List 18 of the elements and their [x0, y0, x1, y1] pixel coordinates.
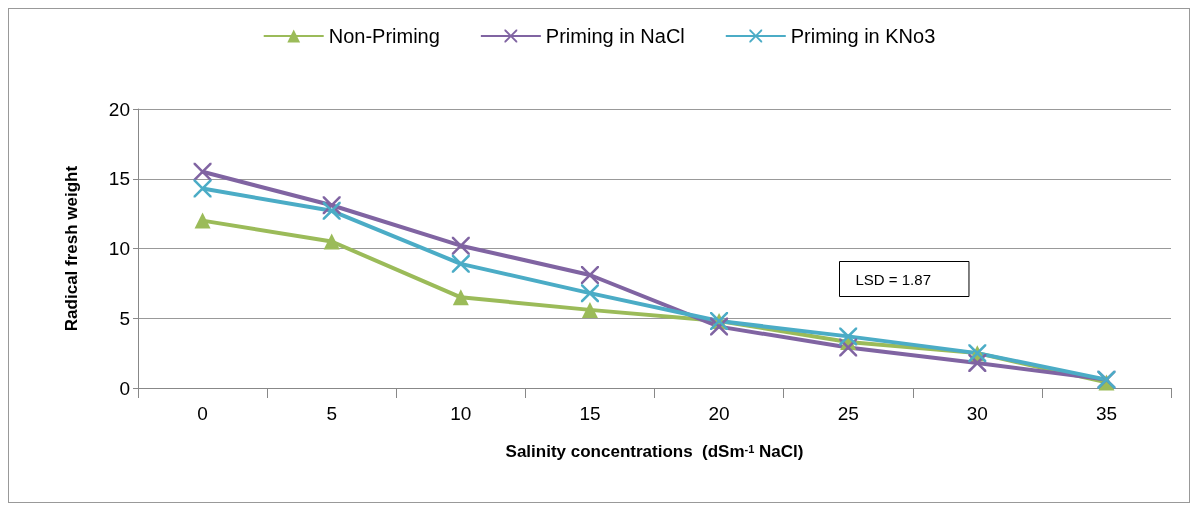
- x-tick-label: 30: [966, 403, 988, 424]
- x-tick-label: 10: [450, 403, 472, 424]
- x-tick-label: 35: [1095, 403, 1118, 424]
- x-tick-label: 0: [197, 403, 208, 424]
- x-tick-label: 15: [579, 403, 601, 424]
- y-axis-title: Radical fresh weight: [62, 165, 81, 332]
- x-tick-label: 5: [326, 403, 337, 424]
- legend-label: Priming in NaCl: [545, 25, 685, 47]
- x-tick-label: 25: [837, 403, 859, 424]
- y-tick-label: 0: [119, 377, 130, 399]
- y-tick-label: 15: [108, 168, 130, 190]
- y-tick-label: 10: [108, 238, 130, 259]
- legend-label: Priming in KNo3: [790, 25, 936, 47]
- y-tick-label: 5: [119, 307, 130, 329]
- x-tick-label: 20: [708, 403, 730, 424]
- legend-label: Non-Priming: [328, 25, 440, 47]
- y-tick-label: 20: [108, 98, 130, 120]
- annotation: LSD = 1.87: [855, 270, 931, 288]
